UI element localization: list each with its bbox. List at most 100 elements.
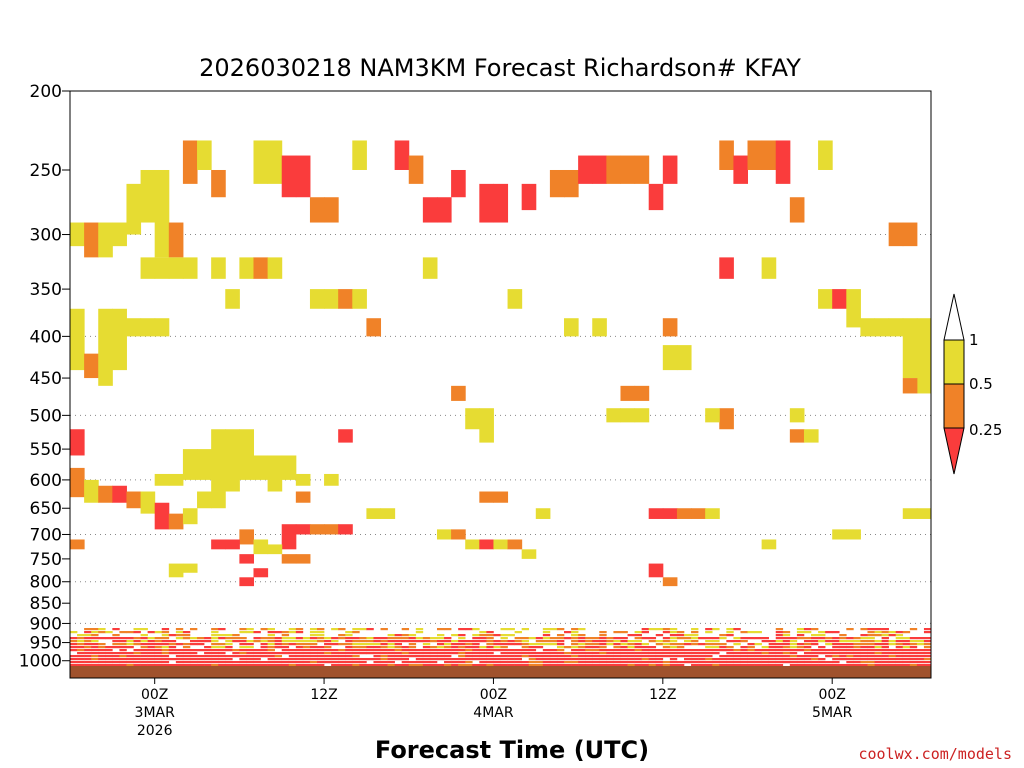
bl-cell (352, 658, 360, 661)
bl-cell (761, 646, 769, 649)
bl-cell (253, 637, 261, 640)
bl-cell (662, 655, 671, 658)
bl-cell (105, 649, 113, 652)
bl-cell (154, 637, 163, 640)
bl-cell (528, 643, 537, 646)
bl-cell (401, 664, 410, 667)
bl-cell (895, 637, 904, 640)
ri-cell (253, 568, 269, 578)
ri-cell (324, 197, 339, 223)
bl-cell (211, 628, 219, 631)
bl-cell (267, 640, 275, 643)
bl-cell (818, 652, 826, 655)
bl-cell (444, 640, 452, 643)
bl-cell (436, 658, 445, 661)
bl-cell (317, 661, 325, 664)
bl-cell (648, 652, 657, 655)
bl-cell (874, 655, 882, 658)
bl-cell (436, 652, 445, 655)
bl-cell (288, 652, 297, 655)
y-tick-label-1000: 1000 (19, 652, 62, 672)
bl-cell (211, 631, 219, 634)
bl-cell (331, 661, 339, 664)
bl-cell (592, 661, 600, 664)
bl-cell (444, 646, 452, 649)
bl-cell (267, 652, 275, 655)
bl-cell (521, 664, 530, 667)
ri-cell (578, 155, 593, 184)
bl-cell (698, 649, 706, 652)
bl-cell (867, 631, 875, 634)
bl-cell (683, 634, 692, 637)
bl-cell (606, 643, 614, 646)
bl-cell (317, 655, 325, 658)
ri-cell (479, 183, 494, 223)
bl-cell (592, 649, 600, 652)
bl-cell (825, 655, 833, 658)
bl-cell (317, 646, 325, 649)
bl-cell (620, 661, 628, 664)
bl-cell (359, 652, 367, 655)
bl-cell (239, 658, 247, 661)
bl-cell (366, 664, 374, 667)
bl-cell (281, 640, 290, 643)
bl-cell (676, 652, 685, 655)
bl-cell (119, 658, 127, 661)
y-tick-label-800: 800 (30, 573, 62, 593)
bl-cell (747, 658, 755, 661)
bl-cell (825, 637, 833, 640)
x-tick-label-0-0: 00Z (141, 687, 168, 703)
bl-cell (535, 643, 544, 646)
bl-cell (705, 640, 713, 643)
bl-cell (218, 652, 226, 655)
bl-cell (923, 661, 932, 664)
bl-cell (189, 655, 198, 658)
ri-cell (916, 318, 932, 394)
bl-cell (740, 640, 748, 643)
bl-cell (493, 643, 501, 646)
bl-cell (366, 649, 374, 652)
bl-cell (105, 652, 113, 655)
bl-cell (676, 649, 685, 652)
bl-cell (70, 658, 78, 661)
ri-cell (281, 455, 297, 480)
bl-cell (683, 658, 692, 661)
bl-cell (592, 658, 600, 661)
bl-cell (909, 646, 918, 649)
bl-cell (253, 640, 261, 643)
x-tick-label-4-0: 00Z (818, 687, 845, 703)
bl-cell (705, 646, 713, 649)
bl-cell (549, 652, 558, 655)
bl-cell (84, 664, 92, 667)
bl-cell (564, 658, 572, 661)
bl-cell (916, 649, 925, 652)
bl-cell (655, 661, 664, 664)
bl-cell (500, 664, 508, 667)
bl-cell (592, 655, 600, 658)
bl-cell (133, 655, 141, 658)
bl-cell (486, 664, 494, 667)
bl-cell (451, 646, 459, 649)
ri-cell (535, 508, 551, 519)
bl-cell (542, 634, 551, 637)
bl-cell (182, 637, 191, 640)
richardson-cells (70, 140, 932, 587)
bl-cell (429, 646, 438, 649)
bl-cell (571, 634, 579, 637)
bl-cell (436, 628, 445, 631)
bl-cell (648, 640, 657, 643)
bl-cell (465, 628, 473, 631)
bl-cell (500, 628, 508, 631)
bl-cell (620, 643, 628, 646)
bl-cell (698, 655, 706, 658)
bl-cell (719, 655, 727, 658)
bl-cell (613, 664, 621, 667)
bl-cell (274, 640, 283, 643)
bl-cell (606, 664, 614, 667)
bl-cell (288, 658, 297, 661)
ri-cell (916, 508, 932, 519)
bl-cell (84, 628, 92, 631)
bl-cell (401, 634, 410, 637)
bl-cell (853, 652, 861, 655)
bl-cell (592, 637, 600, 640)
